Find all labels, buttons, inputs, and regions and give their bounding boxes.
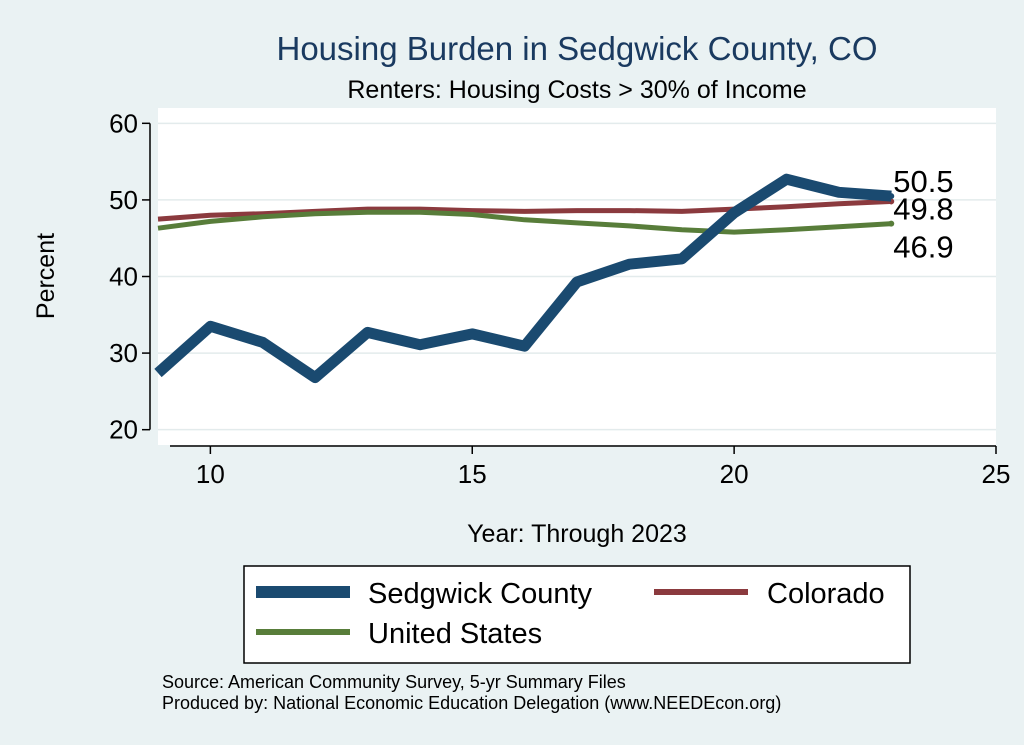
chart-title: Housing Burden in Sedgwick County, CO <box>276 30 877 67</box>
x-axis-title: Year: Through 2023 <box>467 520 687 548</box>
x-tick-label-10: 10 <box>196 459 225 489</box>
x-tick-label-25: 25 <box>982 459 1011 489</box>
legend: Sedgwick County Colorado United States <box>243 565 911 664</box>
label-layer: 50.549.8 46.9 <box>893 164 953 265</box>
y-tick-label-20: 20 <box>109 415 138 445</box>
x-tick-label-15: 15 <box>458 459 487 489</box>
series-endpoint-united-states <box>888 220 895 227</box>
y-tick-label-50: 50 <box>109 185 138 215</box>
axis-layer: 20 30 40 50 60 10 15 20 25 <box>109 108 1010 489</box>
series-line-colorado <box>157 198 892 222</box>
produced-by-note: Produced by: National Economic Education… <box>162 693 781 713</box>
legend-label-colorado: Colorado <box>767 578 885 610</box>
series-endpoint-sedgwick-county <box>888 193 895 200</box>
y-tick-label-30: 30 <box>109 338 138 368</box>
series-layer <box>154 173 895 384</box>
x-tick-label-20: 20 <box>720 459 749 489</box>
series-line-united-states <box>157 209 892 235</box>
source-note: Source: American Community Survey, 5-yr … <box>162 672 626 692</box>
chart-subtitle: Renters: Housing Costs > 30% of Income <box>347 76 806 104</box>
y-axis-title: Percent <box>32 233 60 319</box>
end-label-united-states: 46.9 <box>893 230 953 265</box>
y-tick-label-40: 40 <box>109 262 138 292</box>
series-line-sedgwick-county <box>154 173 892 384</box>
legend-box <box>243 565 911 664</box>
end-label-colorado: 49.8 <box>893 191 953 226</box>
y-tick-label-60: 60 <box>109 108 138 138</box>
end-label-sedgwick-county: 50.5 <box>893 164 953 199</box>
legend-label-united-states: United States <box>368 618 542 650</box>
legend-label-sedgwick-county: Sedgwick County <box>368 578 593 610</box>
